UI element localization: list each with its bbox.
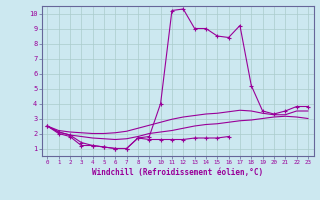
X-axis label: Windchill (Refroidissement éolien,°C): Windchill (Refroidissement éolien,°C): [92, 168, 263, 177]
